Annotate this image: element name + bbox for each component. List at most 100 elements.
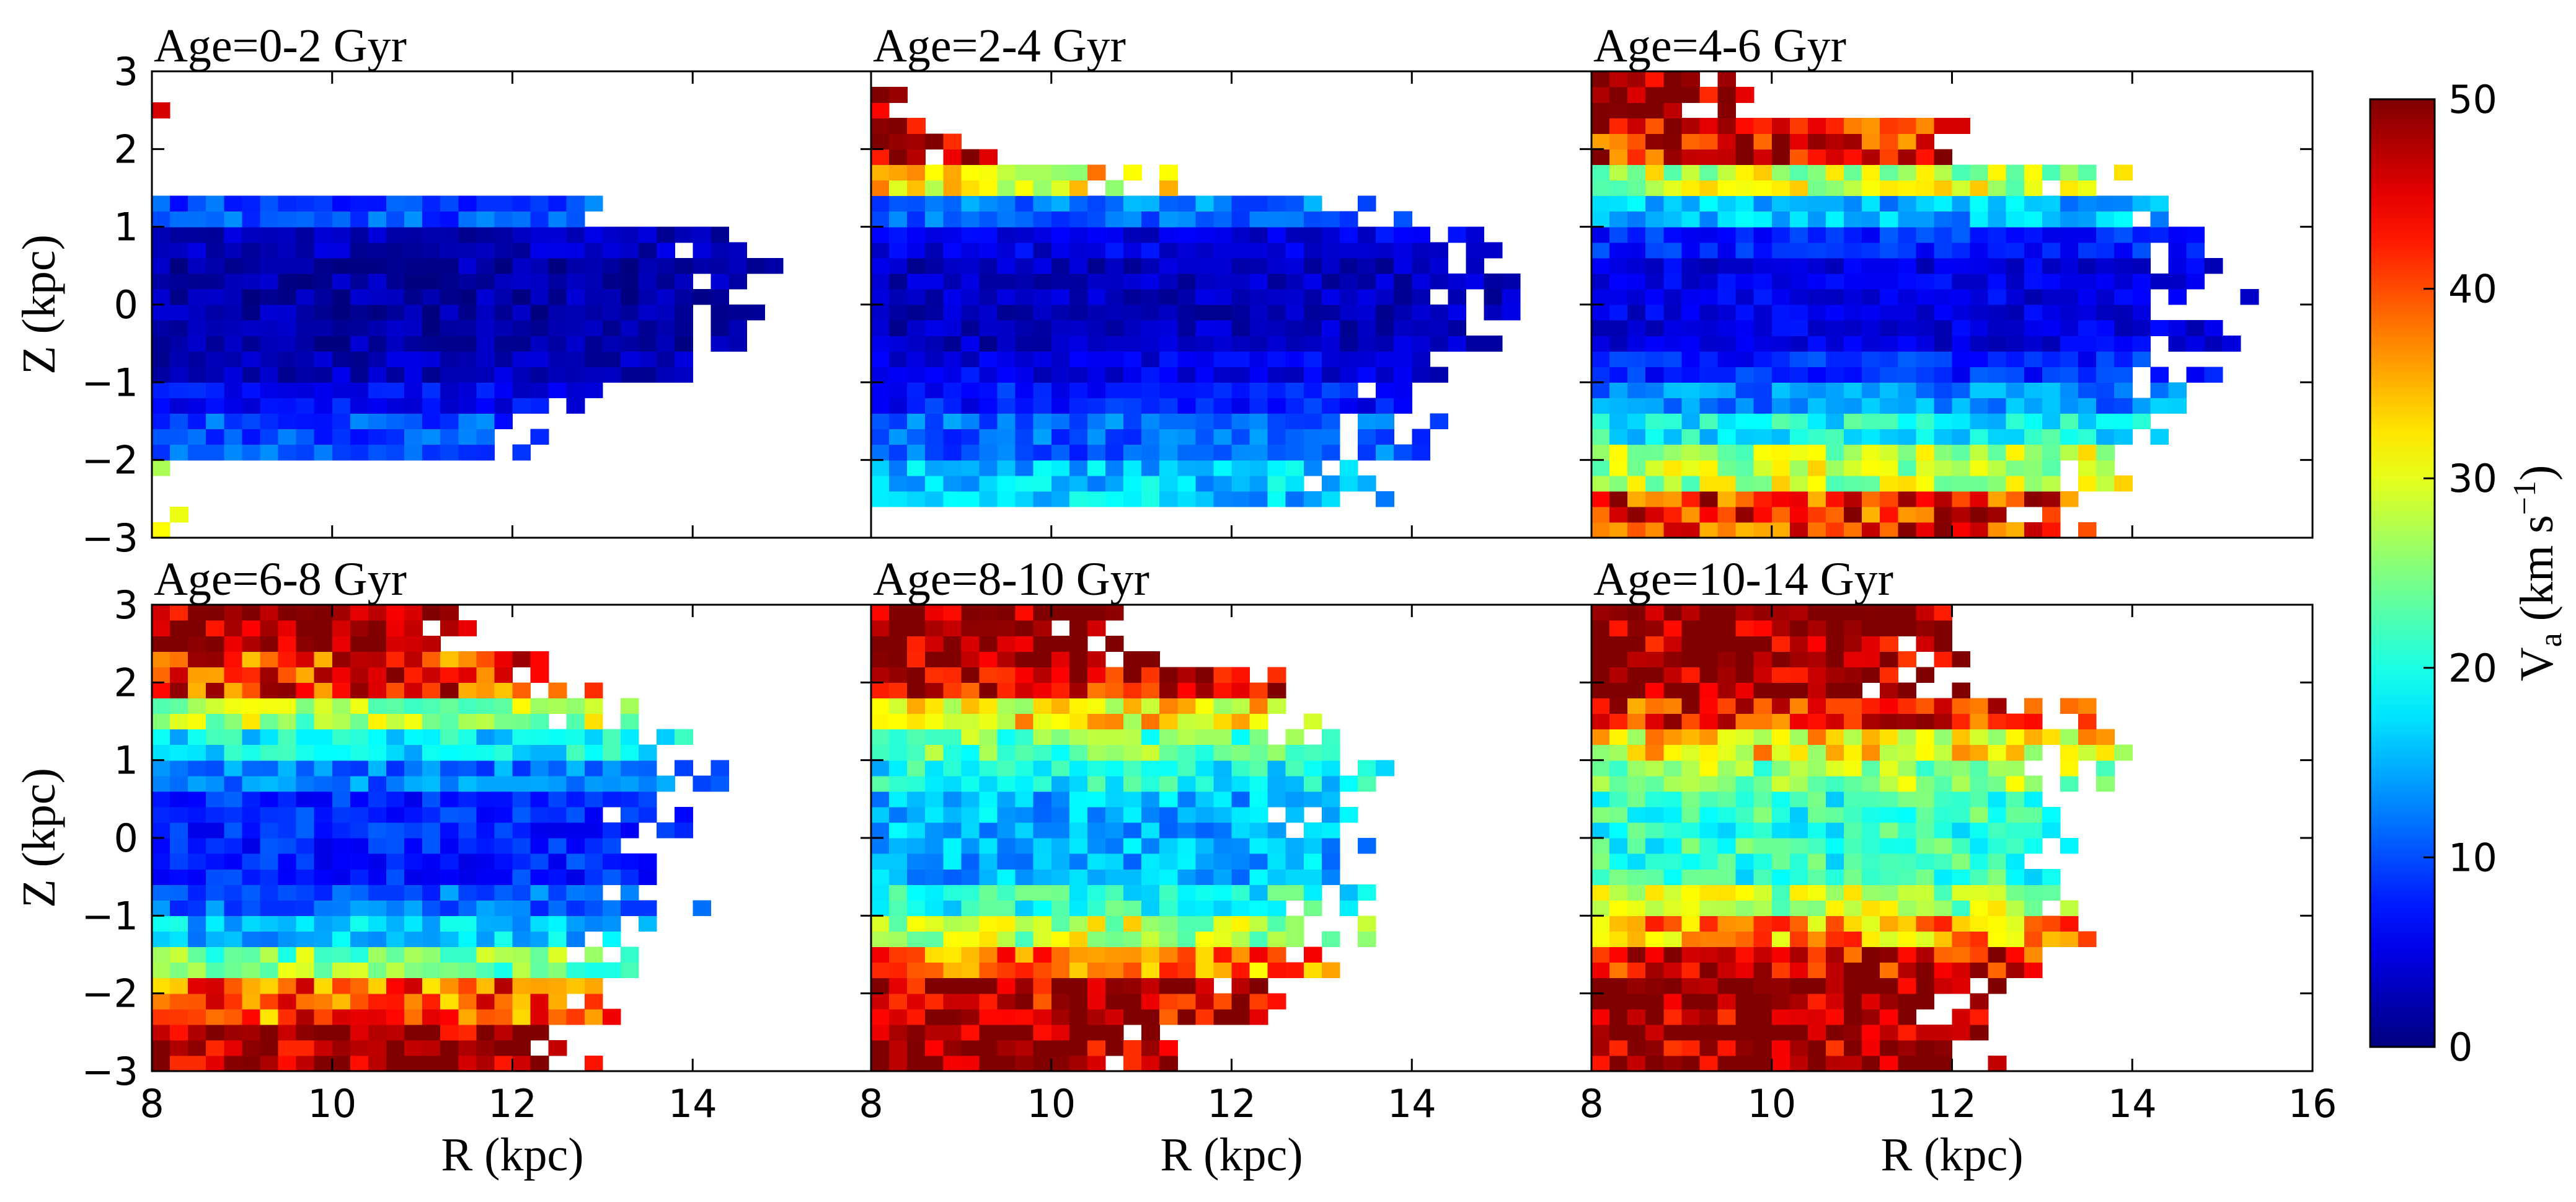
heatmap-cell <box>1934 838 1953 854</box>
heatmap-cell <box>1807 413 1826 430</box>
heatmap-cell <box>1213 900 1233 916</box>
heatmap-cell <box>404 900 423 916</box>
heatmap-cell <box>476 1040 495 1056</box>
heatmap-cell <box>1717 993 1737 1010</box>
heatmap-cell <box>1807 382 1826 398</box>
heatmap-cell <box>1177 775 1196 792</box>
heatmap-cell <box>1141 744 1160 761</box>
heatmap-cell <box>907 133 926 149</box>
x-tick-label: 16 <box>2288 1081 2337 1126</box>
heatmap-cell <box>943 993 962 1010</box>
heatmap-cell <box>350 398 369 414</box>
heatmap-cell <box>1952 729 1971 746</box>
heatmap-cell <box>332 336 351 352</box>
heatmap-cells <box>871 605 1394 1072</box>
heatmap-cell <box>1717 226 1737 243</box>
heatmap-cell <box>1645 806 1664 823</box>
heatmap-cell <box>224 257 242 274</box>
heatmap-cell <box>1627 413 1646 430</box>
heatmap-cell <box>871 288 890 305</box>
heatmap-cell <box>1663 336 1682 352</box>
heatmap-cell <box>871 118 890 134</box>
heatmap-cell <box>746 305 766 321</box>
heatmap-cell <box>1952 180 1971 197</box>
heatmap-cell <box>440 651 459 667</box>
heatmap-cell <box>152 977 170 994</box>
heatmap-cell <box>1177 682 1196 698</box>
heatmap-cell <box>260 1055 279 1072</box>
heatmap-cell <box>1789 133 1808 149</box>
heatmap-cell <box>152 605 170 621</box>
heatmap-cell <box>943 133 962 149</box>
heatmap-cell <box>1087 605 1106 621</box>
heatmap-cell <box>2060 491 2079 507</box>
heatmap-cell <box>206 336 224 352</box>
heatmap-cell <box>1195 962 1214 979</box>
heatmap-cell <box>1717 900 1737 916</box>
heatmap-cell <box>260 195 279 212</box>
heatmap-cell <box>1141 320 1160 336</box>
heatmap-cell <box>602 288 621 305</box>
heatmap-cell <box>1771 838 1790 854</box>
heatmap-cell <box>1880 522 1898 538</box>
heatmap-cell <box>1430 320 1448 336</box>
heatmap-cell <box>1988 698 2007 715</box>
heatmap-cell <box>440 211 459 228</box>
heatmap-cell <box>152 713 170 730</box>
heatmap-cell <box>1285 429 1304 445</box>
heatmap-cell <box>1735 760 1755 777</box>
heatmap-cell <box>1591 744 1610 761</box>
heatmap-cell <box>1663 620 1682 636</box>
y-tick-label: −3 <box>82 515 138 561</box>
heatmap-cell <box>1880 273 1898 290</box>
heatmap-cell <box>1249 460 1268 476</box>
heatmap-cell <box>1789 180 1808 197</box>
heatmap-cell <box>1681 605 1701 621</box>
heatmap-cell <box>1087 288 1106 305</box>
heatmap-cell <box>1645 838 1664 854</box>
heatmap-cell <box>1988 838 2007 854</box>
heatmap-cell <box>1015 180 1034 197</box>
heatmap-cell <box>871 744 890 761</box>
heatmap-cell <box>2078 931 2097 948</box>
heatmap-cell <box>1717 288 1737 305</box>
heatmap-cell <box>1105 491 1124 507</box>
heatmap-cell <box>1195 667 1214 683</box>
heatmap-cell <box>2024 336 2043 352</box>
heatmap-cell <box>871 351 890 367</box>
heatmap-cell <box>494 1024 513 1041</box>
heatmap-cell <box>1015 744 1034 761</box>
heatmap-cell <box>1267 475 1286 492</box>
heatmap-cell <box>1033 273 1052 290</box>
heatmap-cell <box>386 226 405 243</box>
heatmap-cell <box>1069 1055 1088 1072</box>
heatmap-cell <box>350 195 369 212</box>
heatmap-cell <box>566 305 585 321</box>
heatmap-cell <box>1735 946 1755 963</box>
heatmap-cell <box>907 822 926 839</box>
heatmap-cell <box>386 806 405 823</box>
heatmap-cell <box>296 698 315 715</box>
heatmap-cell <box>566 822 585 839</box>
heatmap-cell <box>332 806 351 823</box>
heatmap-cell <box>170 791 188 808</box>
heatmap-cell <box>1862 760 1880 777</box>
heatmap-cell <box>422 946 441 963</box>
heatmap-cell <box>1789 382 1808 398</box>
heatmap-cell <box>961 605 980 621</box>
heatmap-cell <box>2078 351 2097 367</box>
heatmap-cell <box>1627 367 1646 383</box>
heatmap-cell <box>961 977 980 994</box>
heatmap-cell <box>997 1055 1016 1072</box>
heatmap-cell <box>296 915 315 932</box>
heatmap-cell <box>2006 164 2025 181</box>
heatmap-cell <box>512 775 531 792</box>
heatmap-cell <box>260 946 279 963</box>
heatmap-cell <box>889 367 908 383</box>
heatmap-cell <box>314 398 333 414</box>
heatmap-cell <box>404 651 423 667</box>
heatmap-cell <box>458 305 477 321</box>
heatmap-cell <box>188 413 206 430</box>
heatmap-cell <box>1862 180 1880 197</box>
heatmap-cell <box>440 226 459 243</box>
